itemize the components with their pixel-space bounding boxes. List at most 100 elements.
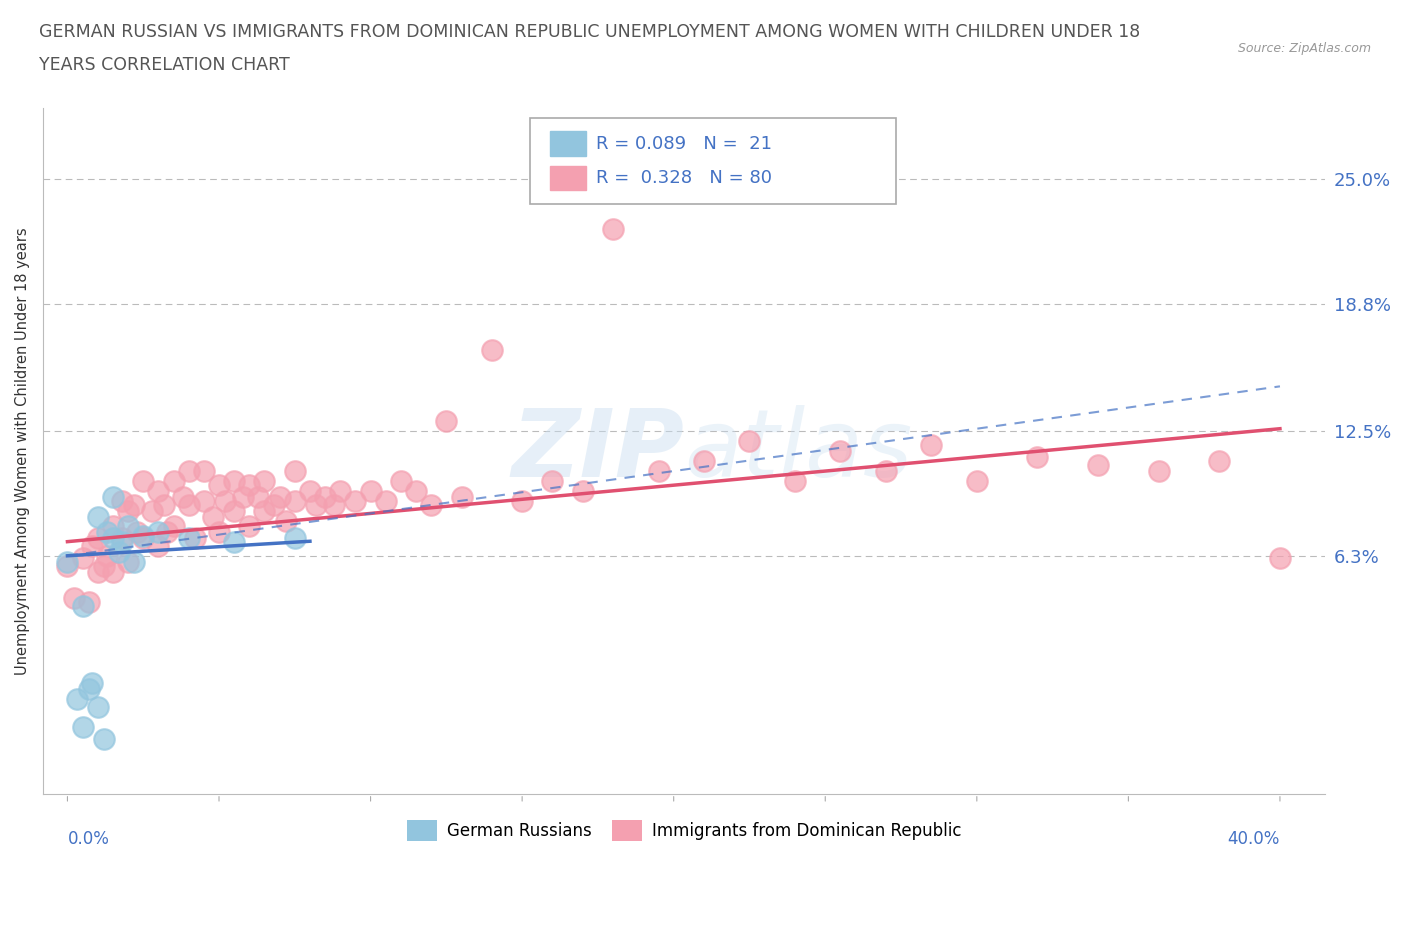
Point	[141, 504, 163, 519]
Point	[148, 525, 170, 539]
Point	[224, 473, 246, 488]
Point	[101, 530, 124, 545]
Point	[253, 473, 276, 488]
Point	[122, 498, 145, 512]
Point	[224, 534, 246, 549]
Point	[374, 494, 396, 509]
Point	[284, 464, 307, 479]
Point	[117, 518, 139, 533]
Point	[405, 484, 427, 498]
Point	[1208, 454, 1230, 469]
Point	[247, 490, 270, 505]
Point	[238, 518, 260, 533]
Point	[177, 464, 200, 479]
Point	[329, 484, 352, 498]
Point	[193, 494, 215, 509]
Text: R =  0.328   N = 80: R = 0.328 N = 80	[596, 169, 772, 187]
Text: R = 0.089   N =  21: R = 0.089 N = 21	[596, 135, 772, 153]
Point	[184, 530, 207, 545]
Point	[284, 530, 307, 545]
Text: atlas: atlas	[685, 405, 912, 497]
Point	[738, 433, 761, 448]
Point	[62, 591, 84, 605]
Point	[80, 675, 103, 690]
Point	[156, 525, 179, 539]
Point	[201, 510, 224, 525]
Point	[193, 464, 215, 479]
Point	[72, 599, 94, 614]
Point	[693, 454, 716, 469]
Point	[298, 484, 321, 498]
Text: Source: ZipAtlas.com: Source: ZipAtlas.com	[1237, 42, 1371, 55]
Point	[101, 565, 124, 579]
Text: 40.0%: 40.0%	[1227, 830, 1279, 848]
Point	[87, 565, 110, 579]
Point	[232, 490, 254, 505]
Text: ZIP: ZIP	[512, 405, 685, 497]
Point	[77, 594, 100, 609]
Point	[162, 473, 184, 488]
Point	[510, 494, 533, 509]
Point	[263, 498, 285, 512]
Point	[132, 530, 155, 545]
Point	[1147, 464, 1170, 479]
Point	[830, 444, 852, 458]
Point	[132, 528, 155, 543]
Point	[132, 473, 155, 488]
Point	[127, 525, 149, 539]
Point	[1087, 458, 1109, 472]
Point	[360, 484, 382, 498]
Point	[56, 558, 79, 573]
Point	[238, 478, 260, 493]
Point	[875, 464, 897, 479]
Point	[148, 484, 170, 498]
Point	[177, 498, 200, 512]
Point	[96, 549, 118, 564]
Point	[111, 530, 134, 545]
Point	[148, 538, 170, 553]
Point	[122, 554, 145, 569]
Y-axis label: Unemployment Among Women with Children Under 18 years: Unemployment Among Women with Children U…	[15, 227, 30, 674]
Point	[77, 682, 100, 697]
Point	[65, 692, 87, 707]
Point	[389, 473, 412, 488]
Text: GERMAN RUSSIAN VS IMMIGRANTS FROM DOMINICAN REPUBLIC UNEMPLOYMENT AMONG WOMEN WI: GERMAN RUSSIAN VS IMMIGRANTS FROM DOMINI…	[39, 23, 1140, 41]
Point	[111, 534, 134, 549]
Point	[323, 498, 346, 512]
Legend: German Russians, Immigrants from Dominican Republic: German Russians, Immigrants from Dominic…	[401, 814, 969, 847]
Point	[56, 554, 79, 569]
Point	[101, 490, 124, 505]
Point	[80, 538, 103, 553]
Text: YEARS CORRELATION CHART: YEARS CORRELATION CHART	[39, 56, 290, 73]
Point	[172, 490, 194, 505]
Point	[344, 494, 367, 509]
Point	[602, 221, 624, 236]
Point	[87, 530, 110, 545]
Point	[72, 551, 94, 565]
Point	[87, 510, 110, 525]
Bar	[550, 166, 585, 191]
Point	[541, 473, 564, 488]
Point	[111, 494, 134, 509]
Point	[481, 342, 503, 357]
Point	[647, 464, 669, 479]
Point	[274, 514, 297, 529]
Point	[214, 494, 236, 509]
Point	[966, 473, 988, 488]
Point	[208, 478, 231, 493]
Point	[96, 525, 118, 539]
Point	[177, 530, 200, 545]
Point	[93, 732, 115, 747]
FancyBboxPatch shape	[530, 118, 896, 204]
Text: 0.0%: 0.0%	[67, 830, 110, 848]
Point	[208, 525, 231, 539]
Point	[108, 544, 131, 559]
Point	[1026, 449, 1049, 464]
Point	[783, 473, 806, 488]
Point	[920, 437, 942, 452]
Point	[162, 518, 184, 533]
Point	[305, 498, 328, 512]
Point	[117, 554, 139, 569]
Point	[434, 413, 457, 428]
Point	[420, 498, 443, 512]
